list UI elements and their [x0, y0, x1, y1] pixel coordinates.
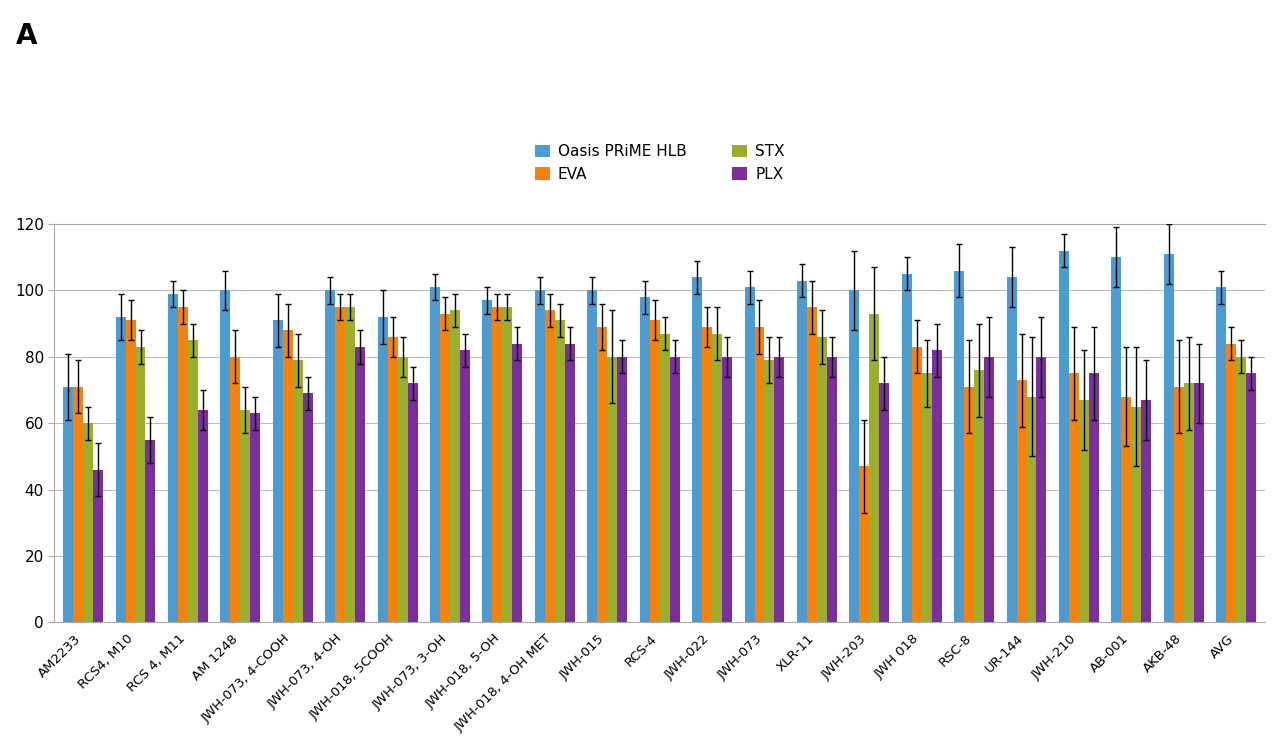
Bar: [922, 374, 932, 622]
Bar: [902, 274, 911, 622]
Bar: [754, 327, 764, 622]
Bar: [774, 357, 785, 622]
Bar: [303, 393, 312, 622]
Bar: [1037, 357, 1047, 622]
Bar: [712, 333, 722, 622]
Bar: [984, 357, 995, 622]
Bar: [1226, 344, 1236, 622]
Bar: [535, 291, 545, 622]
Bar: [650, 321, 659, 622]
Bar: [911, 347, 922, 622]
Bar: [1027, 397, 1037, 622]
Text: A: A: [15, 22, 37, 50]
Bar: [440, 314, 451, 622]
Bar: [407, 383, 417, 622]
Bar: [1194, 383, 1203, 622]
Bar: [797, 281, 806, 622]
Bar: [954, 270, 964, 622]
Bar: [722, 357, 732, 622]
Bar: [598, 327, 607, 622]
Bar: [220, 291, 230, 622]
Bar: [230, 357, 241, 622]
Bar: [398, 357, 407, 622]
Bar: [669, 357, 680, 622]
Bar: [378, 317, 388, 622]
Bar: [659, 333, 669, 622]
Bar: [692, 277, 703, 622]
Bar: [1174, 386, 1184, 622]
Bar: [83, 423, 93, 622]
Bar: [1216, 287, 1226, 622]
Bar: [640, 297, 650, 622]
Bar: [617, 357, 627, 622]
Bar: [1059, 251, 1069, 622]
Bar: [335, 307, 346, 622]
Bar: [1079, 400, 1089, 622]
Bar: [869, 314, 879, 622]
Bar: [545, 310, 554, 622]
Bar: [241, 410, 251, 622]
Bar: [554, 321, 564, 622]
Bar: [63, 386, 73, 622]
Bar: [1236, 357, 1247, 622]
Bar: [273, 321, 283, 622]
Bar: [859, 467, 869, 622]
Bar: [879, 383, 890, 622]
Bar: [388, 337, 398, 622]
Bar: [293, 360, 303, 622]
Bar: [283, 330, 293, 622]
Bar: [703, 327, 712, 622]
Bar: [146, 440, 155, 622]
Bar: [564, 344, 575, 622]
Bar: [198, 410, 207, 622]
Bar: [1121, 397, 1132, 622]
Bar: [764, 360, 774, 622]
Bar: [1247, 374, 1256, 622]
Bar: [932, 351, 942, 622]
Bar: [73, 386, 83, 622]
Bar: [178, 307, 188, 622]
Bar: [251, 413, 260, 622]
Bar: [806, 307, 817, 622]
Legend: Oasis PRiME HLB, EVA, STX, PLX: Oasis PRiME HLB, EVA, STX, PLX: [535, 144, 785, 182]
Bar: [745, 287, 754, 622]
Bar: [974, 370, 984, 622]
Bar: [1006, 277, 1016, 622]
Bar: [1142, 400, 1151, 622]
Bar: [1089, 374, 1098, 622]
Bar: [483, 300, 493, 622]
Bar: [325, 291, 335, 622]
Bar: [93, 470, 102, 622]
Bar: [451, 310, 460, 622]
Bar: [1164, 254, 1174, 622]
Bar: [964, 386, 974, 622]
Bar: [136, 347, 146, 622]
Bar: [1132, 407, 1142, 622]
Bar: [503, 307, 512, 622]
Bar: [188, 340, 198, 622]
Bar: [512, 344, 522, 622]
Bar: [817, 337, 827, 622]
Bar: [493, 307, 503, 622]
Bar: [827, 357, 837, 622]
Bar: [430, 287, 440, 622]
Bar: [1016, 380, 1027, 622]
Bar: [125, 321, 136, 622]
Bar: [355, 347, 365, 622]
Bar: [588, 291, 598, 622]
Bar: [1069, 374, 1079, 622]
Bar: [607, 357, 617, 622]
Bar: [850, 291, 859, 622]
Bar: [115, 317, 125, 622]
Bar: [168, 294, 178, 622]
Bar: [1184, 383, 1194, 622]
Bar: [460, 351, 470, 622]
Bar: [346, 307, 355, 622]
Bar: [1111, 258, 1121, 622]
